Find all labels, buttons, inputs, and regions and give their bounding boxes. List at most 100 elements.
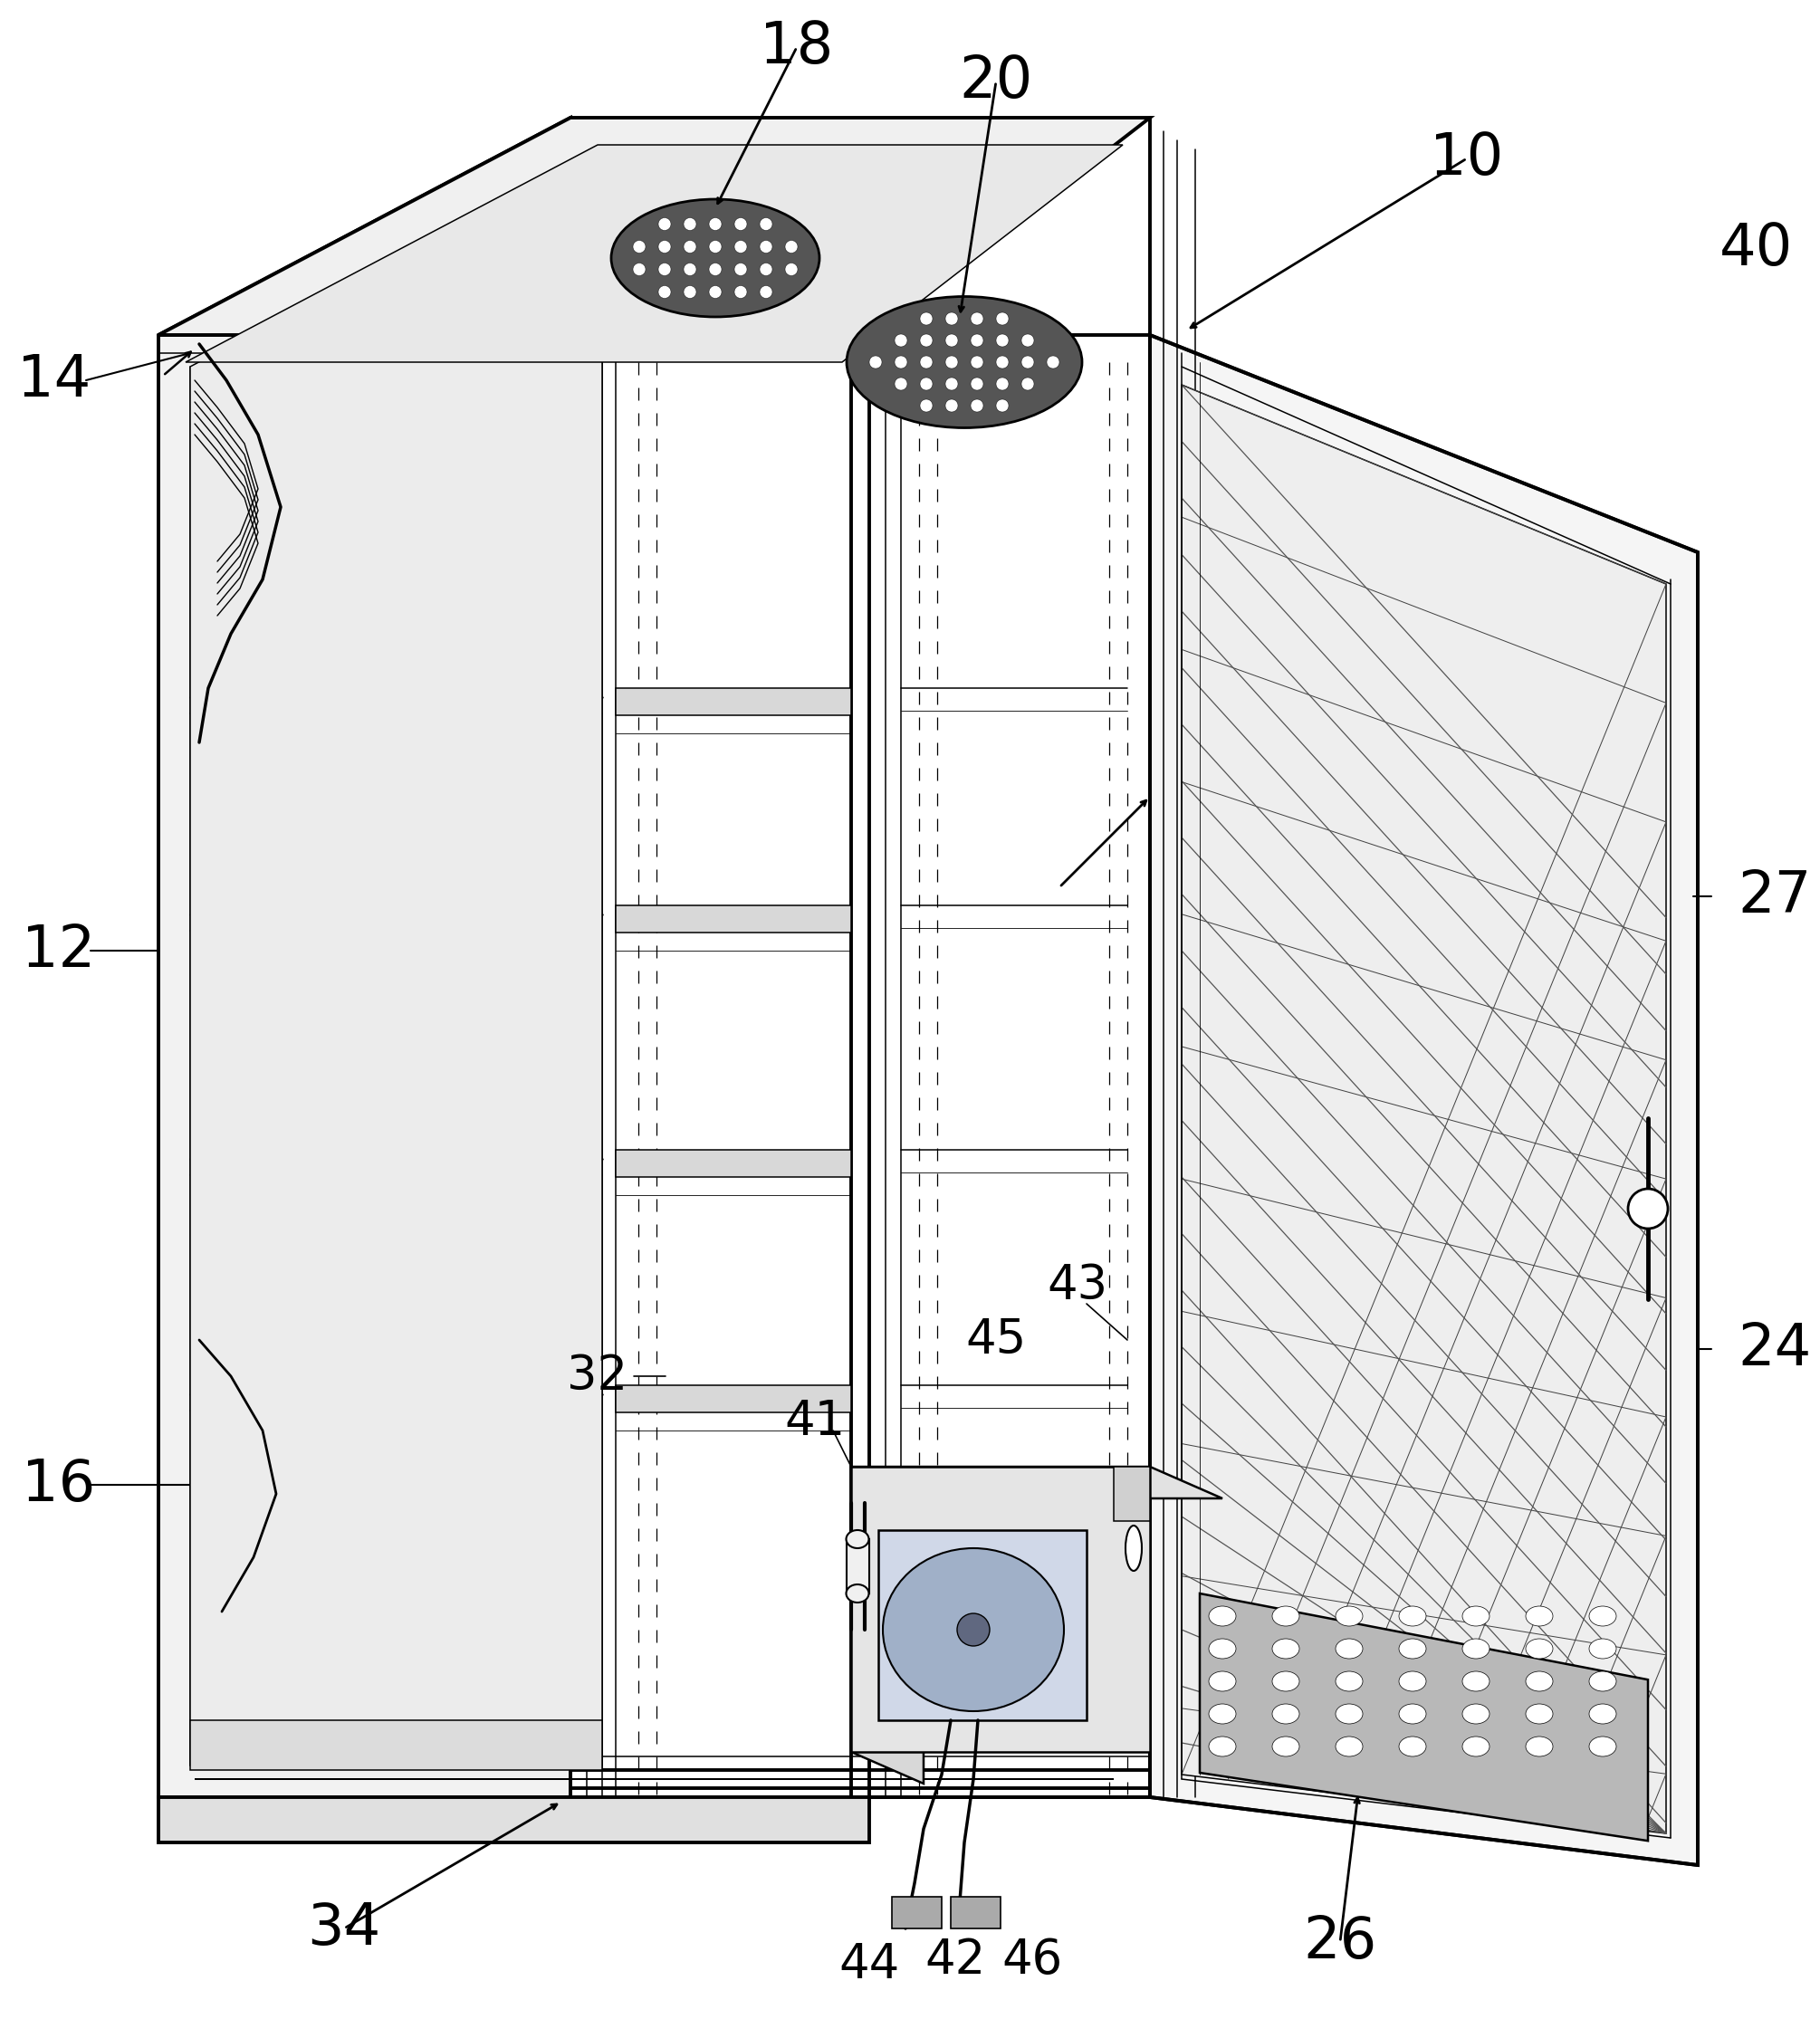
Polygon shape: [846, 1538, 870, 1593]
Polygon shape: [879, 1530, 1087, 1720]
Polygon shape: [158, 1797, 870, 1843]
Circle shape: [1021, 378, 1034, 390]
Ellipse shape: [846, 1585, 868, 1603]
Text: 44: 44: [839, 1940, 899, 1989]
Ellipse shape: [1208, 1672, 1236, 1692]
Text: 42: 42: [925, 1936, 986, 1985]
Circle shape: [970, 355, 983, 369]
Polygon shape: [158, 117, 1150, 335]
Circle shape: [733, 262, 746, 277]
Circle shape: [759, 218, 772, 230]
Ellipse shape: [1461, 1704, 1489, 1724]
Text: 43: 43: [1046, 1262, 1108, 1308]
Circle shape: [945, 378, 957, 390]
Polygon shape: [189, 1720, 602, 1771]
Circle shape: [919, 355, 932, 369]
Circle shape: [733, 285, 746, 299]
Circle shape: [684, 262, 697, 277]
Ellipse shape: [1461, 1736, 1489, 1757]
Polygon shape: [615, 905, 852, 933]
Circle shape: [970, 400, 983, 412]
Polygon shape: [852, 1466, 1150, 1752]
Circle shape: [996, 355, 1008, 369]
Ellipse shape: [1400, 1736, 1427, 1757]
Circle shape: [710, 240, 723, 252]
Circle shape: [996, 400, 1008, 412]
Circle shape: [710, 285, 723, 299]
Polygon shape: [615, 1151, 852, 1177]
Ellipse shape: [1525, 1639, 1552, 1660]
Ellipse shape: [1461, 1672, 1489, 1692]
Text: 34: 34: [308, 1900, 380, 1956]
Circle shape: [659, 240, 672, 252]
Circle shape: [870, 355, 883, 369]
Ellipse shape: [1272, 1736, 1299, 1757]
Ellipse shape: [1589, 1704, 1616, 1724]
Ellipse shape: [1125, 1526, 1141, 1571]
Circle shape: [733, 240, 746, 252]
Circle shape: [996, 313, 1008, 325]
Polygon shape: [950, 1896, 1001, 1928]
Text: 24: 24: [1738, 1320, 1811, 1377]
Ellipse shape: [1336, 1736, 1363, 1757]
Ellipse shape: [1589, 1672, 1616, 1692]
Text: 32: 32: [568, 1353, 628, 1399]
Ellipse shape: [1525, 1704, 1552, 1724]
Circle shape: [945, 400, 957, 412]
Ellipse shape: [1525, 1736, 1552, 1757]
Ellipse shape: [846, 297, 1083, 428]
Polygon shape: [892, 1896, 941, 1928]
Circle shape: [784, 262, 797, 277]
Ellipse shape: [1461, 1607, 1489, 1625]
Circle shape: [957, 1613, 990, 1645]
Circle shape: [684, 240, 697, 252]
Circle shape: [919, 400, 932, 412]
Text: 14: 14: [18, 351, 91, 408]
Circle shape: [1021, 333, 1034, 347]
Ellipse shape: [1525, 1672, 1552, 1692]
Polygon shape: [1150, 335, 1698, 1866]
Polygon shape: [852, 1466, 923, 1783]
Ellipse shape: [1272, 1639, 1299, 1660]
Text: 41: 41: [784, 1397, 844, 1446]
Text: 46: 46: [1001, 1936, 1063, 1985]
Ellipse shape: [612, 200, 819, 317]
Ellipse shape: [846, 1530, 868, 1549]
Text: 20: 20: [959, 52, 1032, 109]
Circle shape: [710, 218, 723, 230]
Ellipse shape: [1400, 1639, 1427, 1660]
Circle shape: [996, 378, 1008, 390]
Circle shape: [919, 313, 932, 325]
Polygon shape: [1181, 386, 1665, 1833]
Ellipse shape: [1208, 1704, 1236, 1724]
Ellipse shape: [1208, 1607, 1236, 1625]
Ellipse shape: [1589, 1607, 1616, 1625]
Ellipse shape: [1272, 1672, 1299, 1692]
Ellipse shape: [1272, 1607, 1299, 1625]
Circle shape: [710, 262, 723, 277]
Circle shape: [945, 333, 957, 347]
Text: 16: 16: [22, 1458, 96, 1512]
Circle shape: [633, 262, 646, 277]
Polygon shape: [1199, 1593, 1647, 1841]
Ellipse shape: [1400, 1704, 1427, 1724]
Circle shape: [733, 218, 746, 230]
Polygon shape: [615, 688, 852, 715]
Ellipse shape: [1272, 1704, 1299, 1724]
Ellipse shape: [1461, 1639, 1489, 1660]
Circle shape: [759, 262, 772, 277]
Polygon shape: [1114, 1466, 1150, 1520]
Text: 26: 26: [1303, 1914, 1378, 1971]
Text: 45: 45: [966, 1316, 1026, 1363]
Circle shape: [895, 333, 908, 347]
Circle shape: [784, 240, 797, 252]
Text: 27: 27: [1738, 868, 1811, 925]
Circle shape: [759, 240, 772, 252]
Ellipse shape: [1589, 1736, 1616, 1757]
Text: 18: 18: [761, 18, 834, 75]
Circle shape: [1046, 355, 1059, 369]
Circle shape: [684, 285, 697, 299]
Circle shape: [659, 218, 672, 230]
Circle shape: [919, 378, 932, 390]
Circle shape: [919, 333, 932, 347]
